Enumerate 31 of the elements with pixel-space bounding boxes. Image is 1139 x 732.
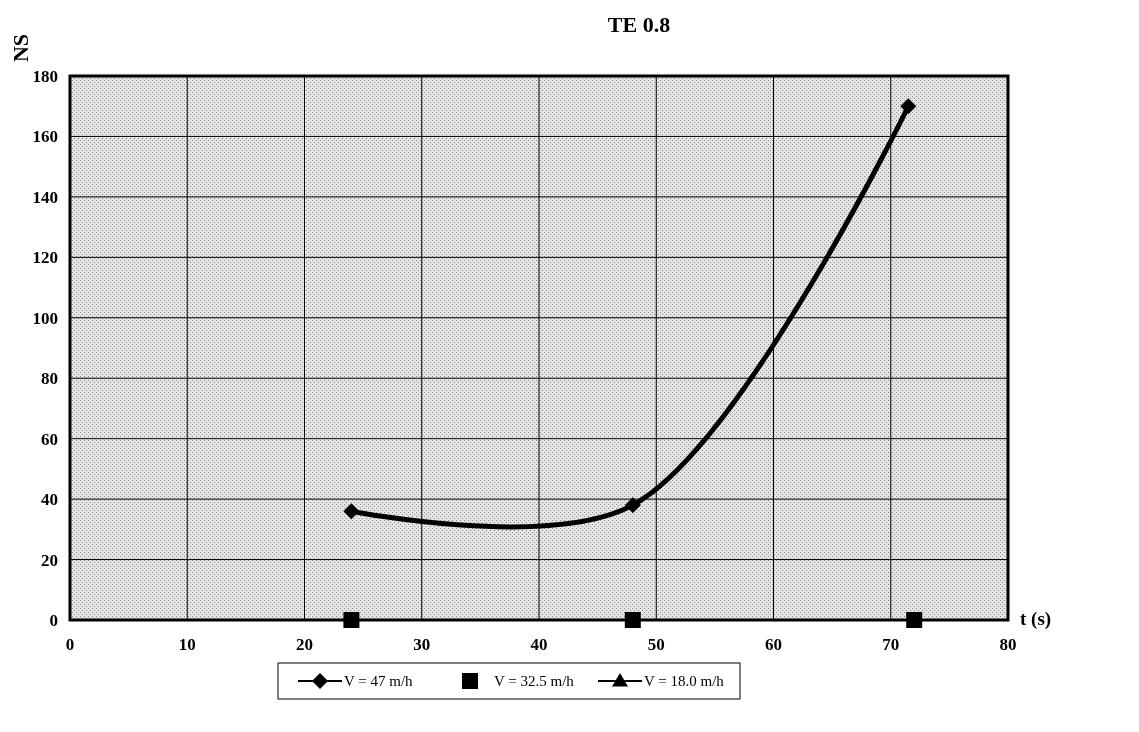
x-tick-label: 20 (296, 635, 313, 654)
y-tick-label: 20 (41, 550, 58, 570)
x-tick-label: 50 (647, 635, 665, 654)
y-tick-label: 80 (41, 369, 58, 389)
y-tick-label: 140 (32, 187, 58, 207)
x-tick-label: 80 (999, 635, 1017, 654)
y-tick-label: 100 (32, 308, 58, 328)
x-axis-title: t (s) (1020, 608, 1052, 630)
x-tick-label: 0 (65, 635, 75, 654)
x-tick-label: 60 (765, 635, 782, 654)
x-tick-label: 40 (530, 635, 548, 654)
chart-title: TE 0.8 (607, 12, 671, 37)
x-tick-label: 70 (882, 635, 900, 654)
legend-label: V = 32.5 m/h (494, 673, 575, 689)
legend-label: V = 18.0 m/h (644, 673, 725, 689)
y-axis-title: NS (8, 33, 33, 63)
point (906, 612, 923, 628)
point (900, 98, 917, 115)
point (343, 612, 360, 628)
y-tick-label: 180 (32, 67, 58, 86)
y-tick-label: 60 (41, 429, 58, 449)
y-tick-label: 0 (49, 611, 58, 630)
legend-label: V = 47 m/h (344, 673, 414, 689)
point (343, 503, 360, 520)
y-tick-label: 160 (32, 127, 58, 147)
x-tick-label: 10 (178, 635, 196, 654)
point (624, 612, 641, 628)
y-tick-label: 40 (41, 490, 58, 510)
y-tick-label: 120 (32, 248, 58, 268)
x-tick-label: 30 (413, 635, 431, 654)
point (624, 497, 641, 514)
